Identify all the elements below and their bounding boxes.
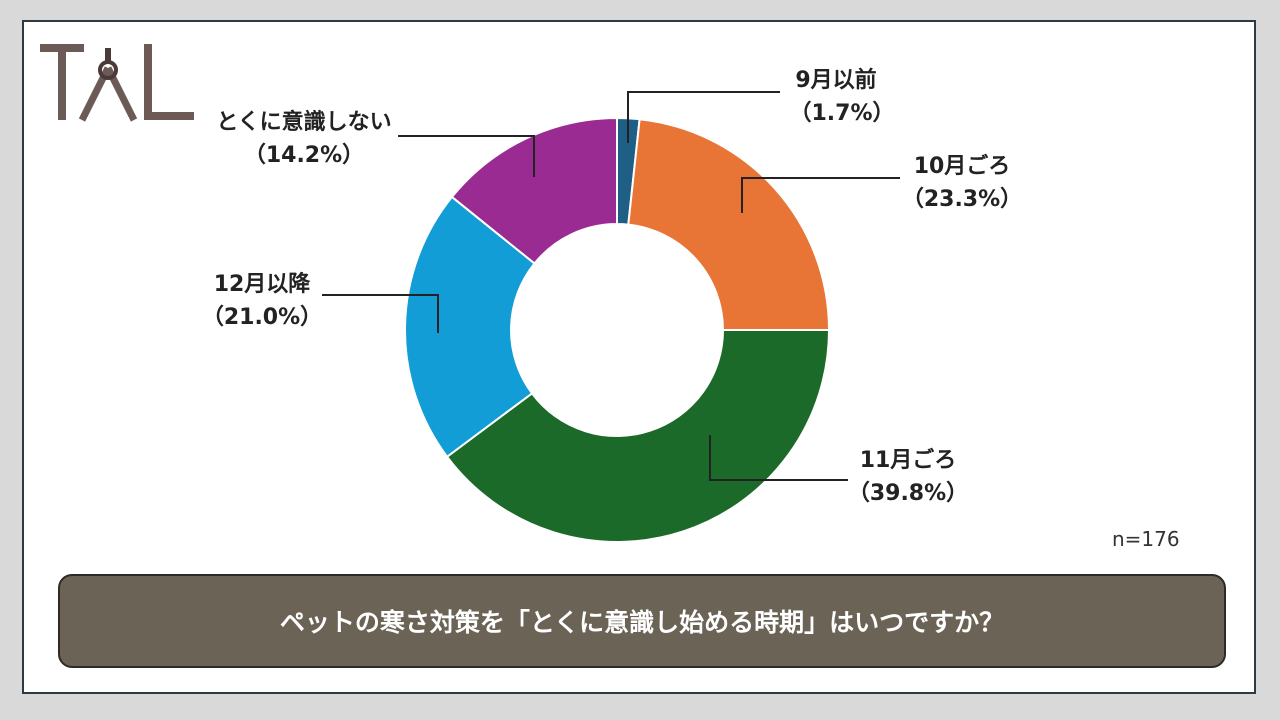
tal-logo — [40, 44, 194, 122]
category-label-none: とくに意識しない — [216, 109, 391, 135]
question-text: ペットの寒さ対策を「とくに意識し始める時期」はいつですか？ — [279, 608, 1005, 637]
value-label-nov: （39.8%） — [848, 481, 968, 506]
value-label-oct: （23.3%） — [902, 187, 1022, 212]
leader-line-nov — [709, 435, 848, 481]
category-label-oct: 10月ごろ — [914, 153, 1011, 179]
value-label-dec: （21.0%） — [202, 305, 322, 330]
slice-nov — [445, 329, 831, 543]
category-label-sep: 9月以前 — [795, 67, 876, 93]
category-label-dec: 12月以降 — [214, 272, 312, 297]
slice-dec — [404, 195, 536, 459]
slice-oct — [627, 118, 831, 331]
category-label-nov: 11月ごろ — [860, 447, 957, 473]
leader-line-oct — [741, 177, 900, 213]
slice-none — [450, 116, 618, 265]
value-label-none: （14.2%） — [244, 143, 364, 168]
leader-line-sep — [627, 91, 780, 143]
value-label-sep: （1.7%） — [789, 101, 894, 126]
leader-line-dec — [322, 294, 439, 333]
question-banner: ペットの寒さ対策を「とくに意識し始める時期」はいつですか？ — [58, 574, 1226, 668]
sample-size-label: n=176 — [1112, 527, 1180, 551]
leader-line-none — [398, 135, 535, 177]
